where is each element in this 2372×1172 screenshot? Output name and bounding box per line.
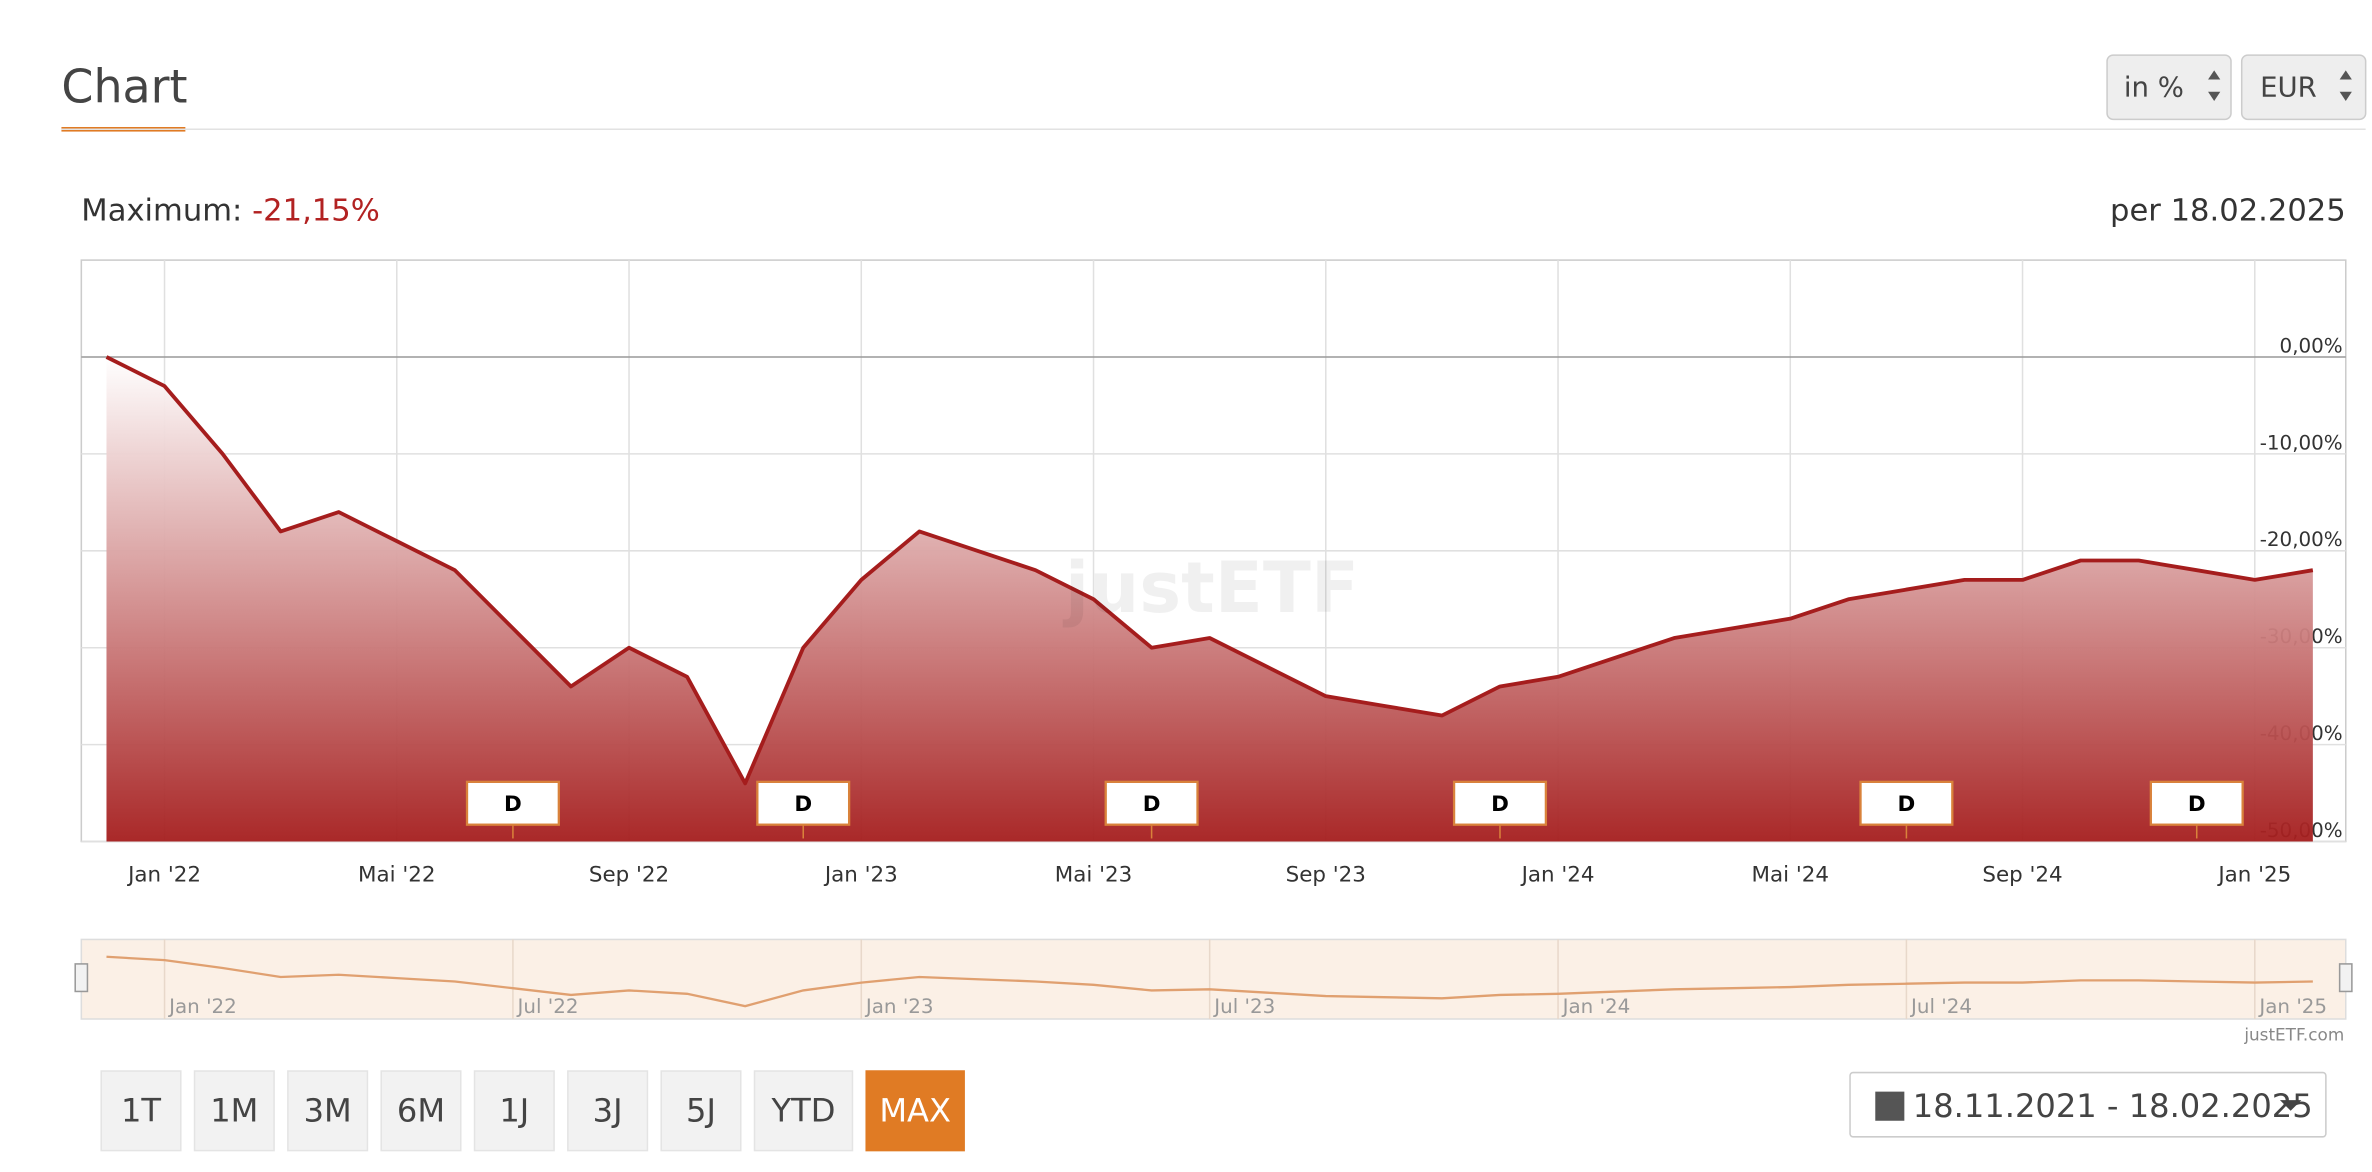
dividend-marker (1452, 780, 1548, 826)
line-series (105, 355, 2314, 786)
dividend-label: D (794, 792, 812, 817)
navigator-tick-label: Jul '23 (1212, 995, 1275, 1018)
select-arrows (2208, 70, 2221, 101)
summary-as-of: per 18.02.2025 (2110, 193, 2346, 228)
dropdown-caret (2279, 1100, 2302, 1111)
date-range: 18.11.2021 - 18.02.2025 (1913, 1087, 2313, 1125)
period-button[interactable] (380, 1070, 462, 1152)
dividend-marker (1104, 780, 1199, 826)
y-tick-label: -20,00% (2260, 528, 2343, 551)
period-button[interactable] (287, 1070, 369, 1152)
navigator-handle (2338, 963, 2353, 993)
watermark: justETF (1062, 547, 1359, 629)
period-button-label: YTD (771, 1092, 836, 1130)
dividend-label: D (504, 792, 522, 817)
x-tick-label: Jan '22 (126, 862, 201, 887)
x-tick-label: Mai '24 (1752, 862, 1829, 887)
navigator (80, 938, 2347, 1020)
summary-label-text: Maximum: (81, 193, 242, 228)
period-button[interactable] (865, 1070, 965, 1152)
x-tick-label: Sep '22 (589, 862, 669, 887)
dividend-marker (1859, 780, 1954, 826)
unit-select-text: in % (2124, 71, 2184, 103)
currency-select-text: EUR (2260, 71, 2317, 103)
x-tick-label: Jan '24 (1520, 862, 1595, 887)
dividend-label: D (1491, 792, 1509, 817)
credit: justETF.com (2243, 1024, 2344, 1044)
period-button-label: 5J (686, 1092, 716, 1130)
period-button-label: 3M (304, 1092, 352, 1130)
y-tick-label: 0,00% (2280, 334, 2343, 357)
dividend-label: D (2188, 792, 2206, 817)
navigator-handle (74, 963, 89, 993)
dividend-marker (2149, 780, 2244, 826)
dividend-label: D (1143, 792, 1161, 817)
dividend-marker (756, 780, 851, 826)
x-tick-label: Mai '23 (1055, 862, 1132, 887)
period-button[interactable] (193, 1070, 275, 1152)
dividend-label: D (1898, 792, 1916, 817)
header-title: Chart (61, 60, 187, 114)
summary-label: Maximum: -21,15% (81, 193, 380, 228)
navigator-line (106, 955, 2313, 1008)
navigator-tick-label: Jan '23 (864, 995, 934, 1018)
navigator-tick-label: Jul '22 (516, 995, 579, 1018)
period-button-label: 6M (397, 1092, 445, 1130)
period-button-label: 1T (121, 1092, 161, 1130)
period-button-label: 1J (499, 1092, 529, 1130)
x-tick-label: Mai '22 (358, 862, 435, 887)
period-button[interactable] (567, 1070, 649, 1152)
calendar-icon (1875, 1091, 1905, 1121)
x-tick-label: Jan '25 (2216, 862, 2291, 887)
period-button[interactable] (660, 1070, 742, 1152)
unit-select[interactable] (2106, 54, 2232, 121)
summary-value: -21,15% (252, 193, 380, 228)
y-tick-label: -10,00% (2260, 431, 2343, 454)
date-range-picker[interactable] (1849, 1071, 2327, 1138)
period-button[interactable] (100, 1070, 182, 1152)
plot: Jan '22 Mai '22 Sep '22 Jan '23 Mai '23 Sep '… (74, 259, 2353, 1020)
x-tick-label: Jan '23 (823, 862, 898, 887)
period-button-label: 1M (210, 1092, 258, 1130)
period-button[interactable] (473, 1070, 555, 1152)
period-button-label: MAX (879, 1092, 951, 1130)
period-button-label: 3J (593, 1092, 623, 1130)
navigator-tick-label: Jan '22 (167, 995, 237, 1018)
x-tick-label: Sep '24 (1982, 862, 2062, 887)
select-arrows (2339, 70, 2352, 101)
period-button[interactable] (753, 1070, 854, 1152)
dividend-marker (465, 780, 560, 826)
x-tick-label: Sep '23 (1286, 862, 1366, 887)
navigator-tick-label: Jan '25 (2257, 995, 2327, 1018)
currency-select[interactable] (2240, 54, 2367, 121)
navigator-tick-label: Jan '24 (1561, 995, 1631, 1018)
area-fill (106, 357, 2313, 842)
navigator-tick-label: Jul '24 (1909, 995, 1972, 1018)
